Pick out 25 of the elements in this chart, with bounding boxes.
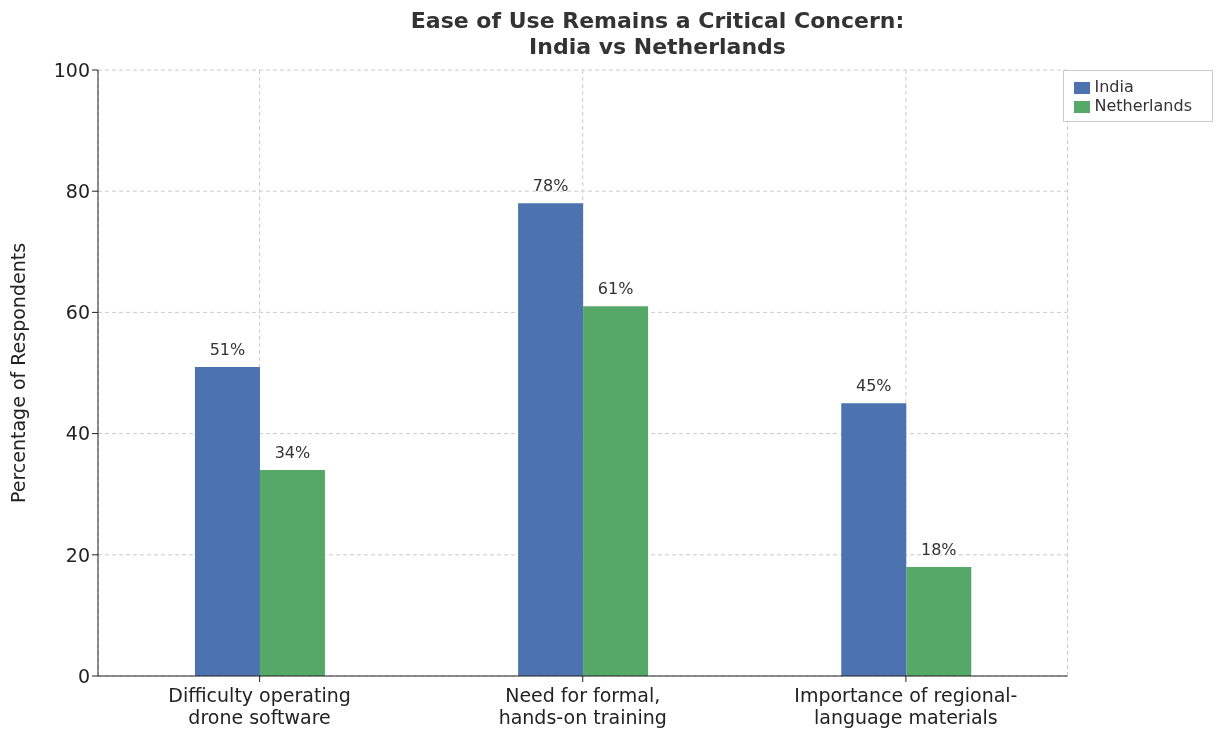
y-tick-label: 40 [65,422,90,445]
bar [583,306,649,676]
x-tick-label: Importance of regional- language materials [794,684,1018,728]
bar [841,403,907,676]
data-label: 51% [209,339,246,359]
data-label: 61% [597,279,634,299]
y-tick-label: 0 [77,664,90,687]
bar [259,469,325,676]
y-axis-title: Percentage of Respondents [6,242,29,504]
bar [194,366,260,676]
data-label: 45% [855,376,892,396]
y-tick-label: 80 [65,179,90,202]
y-tick-label: 60 [65,301,90,324]
y-tick-label: 20 [65,543,90,566]
data-label: 18% [920,539,957,559]
bar [518,203,584,676]
chart-title: Ease of Use Remains a Critical Concern: India vs Netherlands [409,8,906,60]
data-label: 34% [274,442,311,462]
x-tick-label: Difficulty operating drone software [168,684,351,728]
data-label: 78% [532,176,569,196]
legend-label: India [1094,77,1134,96]
legend-label: Netherlands [1094,96,1192,115]
x-tick-label: Need for formal, hands-on training [498,684,667,728]
bar [906,566,972,676]
y-tick-label: 100 [53,58,90,81]
